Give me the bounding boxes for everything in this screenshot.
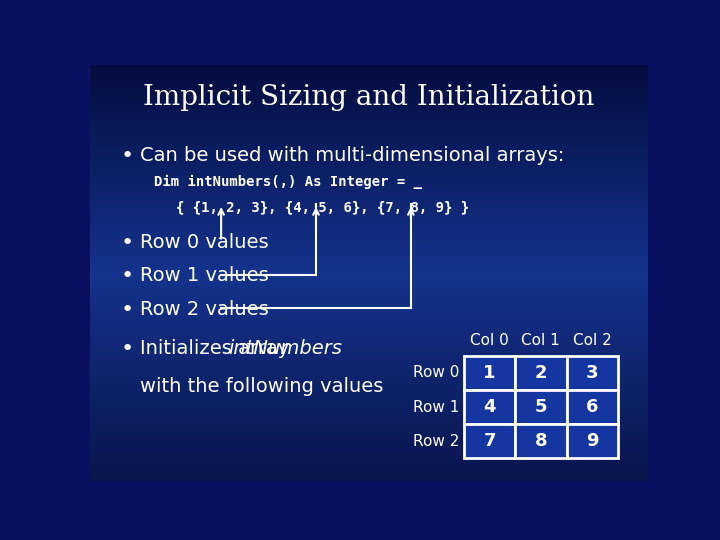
Bar [516,390,567,424]
Bar [464,424,516,458]
Text: 5: 5 [535,398,547,416]
Text: 3: 3 [586,364,598,382]
Text: 8: 8 [534,432,547,450]
Text: Row 0 values: Row 0 values [140,233,269,252]
Text: Row 2 values: Row 2 values [140,300,269,319]
Text: •: • [121,233,134,253]
Text: •: • [121,300,134,320]
Text: Col 0: Col 0 [470,333,509,348]
Text: with the following values: with the following values [140,377,384,396]
Bar [464,390,516,424]
Text: 4: 4 [483,398,496,416]
Text: 6: 6 [586,398,598,416]
Text: 7: 7 [483,432,496,450]
Text: 2: 2 [535,364,547,382]
Text: 9: 9 [586,432,598,450]
Bar [516,356,567,390]
Text: Row 1: Row 1 [413,400,459,415]
Text: Dim intNumbers(,) As Integer = _: Dim intNumbers(,) As Integer = _ [154,175,422,189]
Bar [516,424,567,458]
Text: Can be used with multi-dimensional arrays:: Can be used with multi-dimensional array… [140,146,564,165]
Text: Row 0: Row 0 [413,366,459,380]
Text: 1: 1 [483,364,496,382]
Text: Initializes array: Initializes array [140,339,296,358]
Bar [567,390,618,424]
Text: Implicit Sizing and Initialization: Implicit Sizing and Initialization [143,84,595,111]
Text: Row 2: Row 2 [413,434,459,449]
Text: Row 1 values: Row 1 values [140,266,269,286]
Text: •: • [121,266,134,286]
Text: •: • [121,146,134,166]
Bar [464,356,516,390]
Text: •: • [121,339,134,359]
Bar [567,356,618,390]
Text: Col 1: Col 1 [521,333,560,348]
Text: intNumbers: intNumbers [228,339,342,358]
Bar [567,424,618,458]
Text: { {1, 2, 3}, {4, 5, 6}, {7, 8, 9} }: { {1, 2, 3}, {4, 5, 6}, {7, 8, 9} } [176,200,469,214]
Text: Col 2: Col 2 [573,333,611,348]
